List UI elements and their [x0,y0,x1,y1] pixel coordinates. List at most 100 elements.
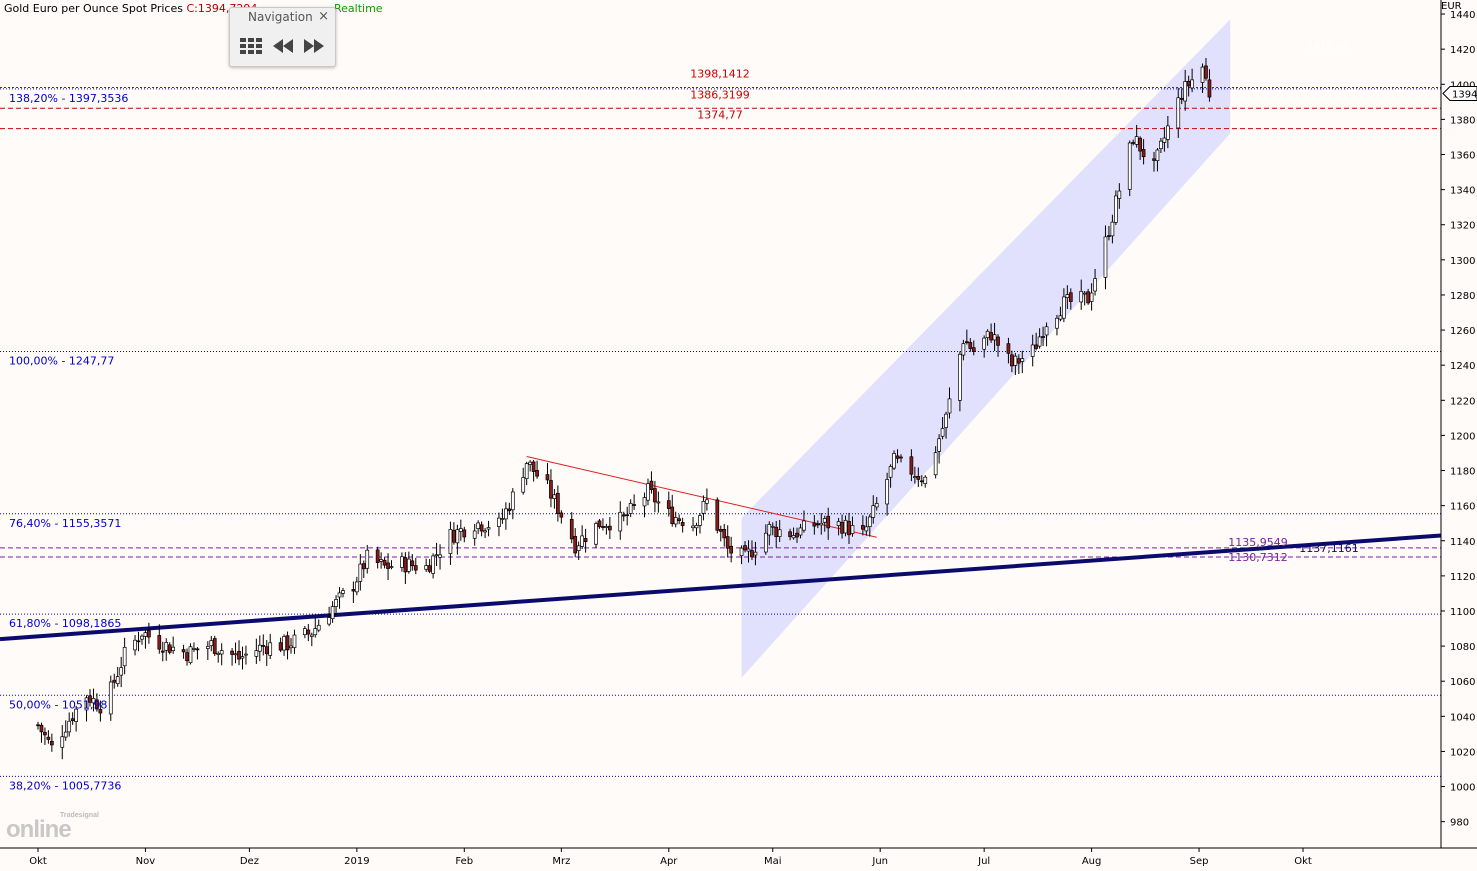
candle-body [1159,140,1163,150]
candle-body [330,606,335,620]
y-tick-label: 1180 [1450,467,1475,478]
candle-body [535,470,539,477]
candle-body [815,523,820,526]
candle-body [1176,97,1181,129]
candle-body [916,476,921,480]
candle-body [791,535,796,539]
candle-body [1086,291,1090,304]
navigation-title: Navigation [248,10,313,24]
y-tick-label: 1160 [1450,502,1475,513]
candle-body [1010,354,1014,367]
candle-body [743,545,747,551]
candle-body [379,559,383,562]
y-tick-label: 1420 [1450,45,1475,56]
candle-body [497,517,501,527]
candle-body [1204,65,1208,79]
candle-body [1117,190,1122,199]
logo-main-text: online [6,816,72,843]
candle-body [888,466,893,478]
candle-body [909,456,914,475]
candle-body [452,530,456,543]
candle-body [1020,358,1025,362]
candle-body [774,526,779,537]
candle-body [812,522,817,527]
candle-body [1141,149,1146,158]
candle-body [403,557,408,573]
candle-body [264,646,269,655]
candle-body [545,474,550,481]
candle-body [750,550,754,558]
y-tick-label: 1440 [1450,10,1475,21]
x-tick-label: Aug [1082,856,1102,867]
candle-body [375,549,380,563]
candle-body [455,529,460,544]
red-level-label: 1374,77 [697,109,743,122]
candle-body [718,529,723,532]
candle-body [867,516,872,528]
navigation-panel[interactable]: Navigation × [229,7,336,67]
y-tick-label: 1080 [1450,642,1475,653]
candle-body [625,514,630,517]
candle-body [1138,137,1142,152]
candle-body [195,648,200,651]
grid-icon[interactable] [239,36,263,56]
candle-body [1006,343,1011,354]
candle-body [1162,137,1167,143]
candle-body [895,455,900,459]
y-tick-label: 1220 [1450,396,1475,407]
level-labels: 138,20% - 1397,3536 100,00% - 1247,77 76,4… [9,42,1359,793]
candle-body [656,501,661,504]
candle-body [60,736,65,748]
candle-body [157,635,162,650]
candle-body [1127,142,1132,190]
close-icon[interactable]: × [318,9,329,24]
candle-body [313,628,318,636]
candle-body [632,504,636,506]
candle-body [112,679,117,683]
y-tick-label: 1240 [1450,361,1475,372]
candle-body [583,538,588,543]
candle-body [864,526,869,532]
red-level-label: 1386,3199 [690,88,750,101]
candle-body [871,505,876,518]
candle-body [680,522,685,526]
candle-body [580,535,584,547]
chart-header: Gold Euro per Ounce Spot Prices C:1394,7… [4,2,383,15]
candle-body [261,645,266,647]
candle-body [996,336,1000,346]
candle-body [646,483,650,501]
candle-body [43,731,47,736]
y-tick-label: 1060 [1450,677,1475,688]
candle-body [725,536,730,549]
candle-body [1044,326,1049,336]
rewind-icon[interactable] [271,36,295,56]
fast-forward-icon[interactable] [302,36,326,56]
candle-body [84,697,89,711]
candle-body [843,519,848,534]
candle-body [861,525,865,530]
candle-body [1013,355,1018,366]
candle-body [167,644,172,653]
y-tick-label: 1380 [1450,115,1475,126]
y-tick-label: 1140 [1450,537,1475,548]
candle-body [1041,336,1045,338]
candlesticks[interactable] [36,57,1212,760]
candle-body [309,634,314,637]
candle-body [559,512,564,518]
candle-body [670,506,675,525]
candle-body [230,650,234,655]
candle-body [289,645,293,649]
candle-body [653,488,657,503]
candle-body [1107,235,1111,237]
candle-body [108,681,113,715]
candle-body [642,497,647,507]
candle-body [413,565,418,571]
candle-body [358,563,363,582]
candle-body [140,635,144,640]
candle-body [913,476,917,478]
candle-body [1166,125,1170,140]
candle-body [521,477,526,493]
candle-body [937,438,941,452]
candle-body [74,708,78,722]
